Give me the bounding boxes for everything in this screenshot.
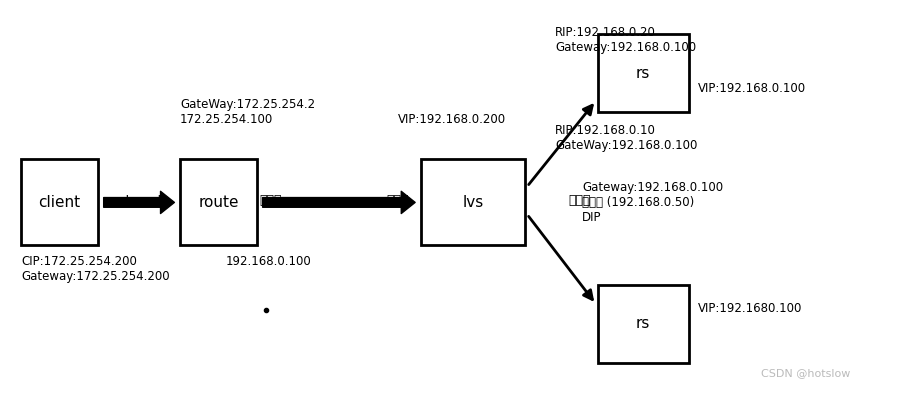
Text: nat: nat xyxy=(143,194,163,207)
Bar xyxy=(21,159,98,245)
Text: Gateway:192.168.0.100
仅主机 (192.168.0.50)
DIP: Gateway:192.168.0.100 仅主机 (192.168.0.50)… xyxy=(582,181,724,224)
Text: route: route xyxy=(198,195,239,210)
Text: 仅主机: 仅主机 xyxy=(260,194,282,207)
Text: rs: rs xyxy=(636,66,651,81)
Text: 仅主机: 仅主机 xyxy=(569,194,590,207)
Text: lvs: lvs xyxy=(462,195,484,210)
Text: 192.168.0.100: 192.168.0.100 xyxy=(226,255,311,268)
Text: GateWay:172.25.254.2
172.25.254.100: GateWay:172.25.254.2 172.25.254.100 xyxy=(180,98,315,126)
Bar xyxy=(598,34,688,112)
Bar xyxy=(598,285,688,363)
Text: VIP:192.1680.100: VIP:192.1680.100 xyxy=(697,302,802,314)
Text: 仅主机: 仅主机 xyxy=(387,194,409,207)
Text: client: client xyxy=(38,195,80,210)
Text: CIP:172.25.254.200
Gateway:172.25.254.200: CIP:172.25.254.200 Gateway:172.25.254.20… xyxy=(21,255,170,283)
Text: RIP:192.168.0.20
Gateway:192.168.0.100: RIP:192.168.0.20 Gateway:192.168.0.100 xyxy=(555,26,696,54)
Bar xyxy=(420,159,526,245)
Text: VIP:192.168.0.100: VIP:192.168.0.100 xyxy=(697,83,806,95)
Text: CSDN @hotslow: CSDN @hotslow xyxy=(761,368,851,379)
Text: rs: rs xyxy=(636,316,651,331)
Bar xyxy=(180,159,257,245)
Text: RIP:192.168.0.10
GateWay:192.168.0.100: RIP:192.168.0.10 GateWay:192.168.0.100 xyxy=(555,124,697,152)
Text: VIP:192.168.0.200: VIP:192.168.0.200 xyxy=(398,113,506,126)
Text: nat: nat xyxy=(111,194,131,207)
